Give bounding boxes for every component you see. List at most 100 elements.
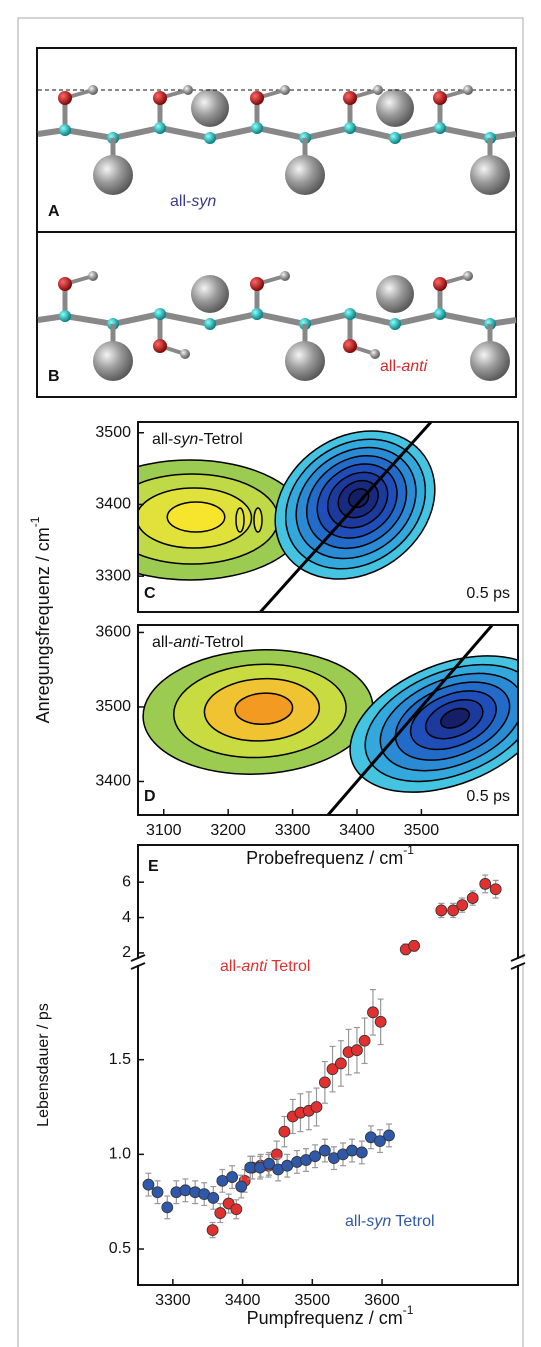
x-tick-label: 3500	[295, 1292, 331, 1309]
axis-label-text: Anregungsfrequenz / cm	[33, 527, 53, 723]
annotation: 0.5 ps	[466, 585, 510, 602]
atom-o	[343, 91, 357, 105]
x-tick-label: 3600	[364, 1292, 400, 1309]
x-tick-label: 3300	[155, 1292, 191, 1309]
atom-c	[389, 132, 401, 144]
atom-h	[88, 85, 98, 95]
atom-h	[370, 349, 380, 359]
point	[162, 1202, 173, 1213]
y-tick-label: 3600	[95, 624, 131, 641]
atom-large	[470, 155, 510, 195]
atom-large	[376, 275, 414, 313]
atom-h	[183, 85, 193, 95]
panel-letter: A	[48, 203, 60, 220]
y-tick-label: 1.0	[109, 1146, 131, 1163]
x-tick-label: 3100	[146, 822, 182, 839]
point	[436, 905, 447, 916]
atom-c	[344, 308, 356, 320]
atom-large	[93, 155, 133, 195]
point	[384, 1130, 395, 1141]
y-tick-label: 2	[122, 944, 131, 961]
point	[236, 1181, 247, 1192]
panel-letter: D	[144, 788, 156, 805]
atom-large	[285, 341, 325, 381]
label-part: Tetrol	[391, 1213, 434, 1230]
axis-label: Anregungsfrequenz / cm-1	[28, 516, 53, 723]
axis-label-text: Pumpfrequenz / cm	[247, 1308, 403, 1328]
axis-label: Probefrequenz / cm-1	[246, 843, 414, 868]
atom-large	[285, 155, 325, 195]
y-tick-label: 4	[122, 909, 131, 926]
atom-h	[373, 85, 383, 95]
axis-label: Lebensdauer / ps	[35, 1003, 52, 1127]
panel-letter: E	[148, 858, 159, 875]
label-part: all-	[220, 958, 241, 975]
atom-h	[463, 271, 473, 281]
point	[480, 878, 491, 889]
label: all-syn-Tetrol	[152, 431, 243, 448]
y-tick-label: 3300	[95, 567, 131, 584]
label: all-anti Tetrol	[220, 958, 310, 975]
panel-letter: C	[144, 585, 156, 602]
atom-large	[93, 341, 133, 381]
point	[335, 1058, 346, 1069]
y-tick-label: 3500	[95, 424, 131, 441]
point	[180, 1185, 191, 1196]
label: all-anti-Tetrol	[152, 634, 244, 651]
contour	[167, 502, 225, 532]
atom-o	[153, 339, 167, 353]
y-tick-label: 1.5	[109, 1051, 131, 1068]
atom-o	[153, 91, 167, 105]
atom-c	[434, 308, 446, 320]
label-part: -Tetrol	[198, 431, 242, 448]
atom-o	[343, 339, 357, 353]
point	[227, 1172, 238, 1183]
atom-o	[433, 91, 447, 105]
annotation: 0.5 ps	[466, 788, 510, 805]
x-tick-label: 3400	[225, 1292, 261, 1309]
label-part: all-	[380, 358, 401, 375]
label-part: anti	[401, 358, 427, 375]
point	[215, 1208, 226, 1219]
y-tick-label: 6	[122, 873, 131, 890]
atom-o	[250, 277, 264, 291]
point	[359, 1035, 370, 1046]
atom-h	[180, 349, 190, 359]
y-tick-label: 3400	[95, 773, 131, 790]
atom-c	[154, 308, 166, 320]
point	[409, 940, 420, 951]
point	[467, 893, 478, 904]
label-part: all-	[152, 634, 173, 651]
point	[143, 1179, 154, 1190]
atom-large	[191, 275, 229, 313]
point	[310, 1151, 321, 1162]
atom-h	[463, 85, 473, 95]
contour	[236, 508, 244, 532]
atom-c	[251, 122, 263, 134]
axis-label-sup: -1	[403, 1303, 414, 1317]
atom-c	[434, 122, 446, 134]
panel-letter: B	[48, 368, 60, 385]
atom-large	[376, 89, 414, 127]
atom-o	[250, 91, 264, 105]
point	[231, 1204, 242, 1215]
point	[319, 1077, 330, 1088]
label-part: all-	[152, 431, 173, 448]
point	[375, 1016, 386, 1027]
point	[319, 1145, 330, 1156]
point	[207, 1225, 218, 1236]
point	[457, 900, 468, 911]
label: all-anti	[380, 358, 428, 375]
atom-h	[88, 271, 98, 281]
point	[311, 1102, 322, 1113]
label-part: all-	[170, 193, 191, 210]
point	[351, 1045, 362, 1056]
atom-o	[433, 277, 447, 291]
label: all-syn	[170, 193, 216, 210]
contour-plot	[75, 401, 464, 612]
point	[356, 1147, 367, 1158]
atom-h	[280, 271, 290, 281]
label-part: syn	[191, 193, 216, 210]
label-part: syn	[173, 431, 198, 448]
point	[279, 1126, 290, 1137]
